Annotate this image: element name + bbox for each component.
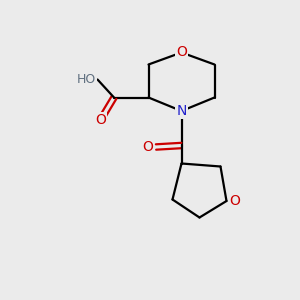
Text: N: N (176, 104, 187, 118)
Text: O: O (176, 46, 187, 59)
Text: HO: HO (76, 73, 96, 86)
Text: O: O (142, 140, 153, 154)
Text: O: O (230, 194, 240, 208)
Text: O: O (95, 113, 106, 127)
